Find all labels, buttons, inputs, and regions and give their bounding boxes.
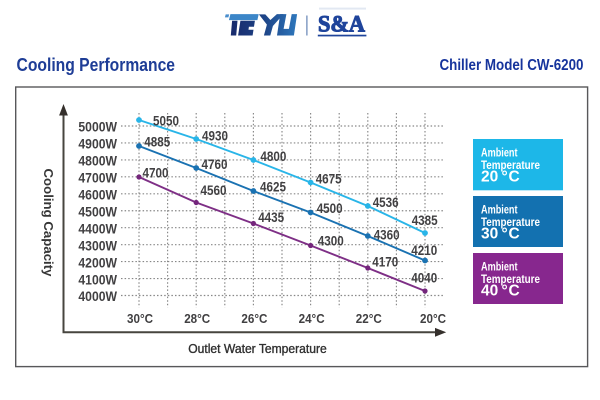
svg-text:4210: 4210 bbox=[411, 243, 437, 258]
svg-text:Temperature: Temperature bbox=[481, 272, 540, 286]
svg-text:Cooling Performance: Cooling Performance bbox=[17, 55, 176, 75]
svg-text:4300: 4300 bbox=[318, 234, 344, 249]
svg-text:4700: 4700 bbox=[143, 165, 169, 180]
svg-text:22°C: 22°C bbox=[356, 311, 383, 326]
svg-text:Ambient: Ambient bbox=[481, 260, 518, 274]
svg-text:20°C: 20°C bbox=[420, 311, 447, 326]
svg-text:Ambient: Ambient bbox=[481, 203, 518, 217]
svg-text:Temperature: Temperature bbox=[481, 158, 540, 172]
svg-text:Ambient: Ambient bbox=[481, 146, 518, 160]
svg-text:Temperature: Temperature bbox=[481, 215, 540, 229]
svg-text:4500: 4500 bbox=[317, 201, 343, 216]
svg-text:4400W: 4400W bbox=[78, 221, 117, 236]
svg-text:4536: 4536 bbox=[373, 195, 399, 210]
svg-text:5000W: 5000W bbox=[78, 120, 117, 135]
svg-text:4100W: 4100W bbox=[78, 272, 117, 287]
svg-text:4435: 4435 bbox=[258, 210, 284, 225]
svg-text:5050: 5050 bbox=[153, 114, 179, 129]
svg-text:4170: 4170 bbox=[372, 255, 398, 270]
svg-text:Cooling Capacity: Cooling Capacity bbox=[41, 169, 56, 278]
svg-text:24°C: 24°C bbox=[299, 311, 326, 326]
svg-text:4625: 4625 bbox=[260, 180, 286, 195]
svg-text:Outlet Water Temperature: Outlet Water Temperature bbox=[188, 342, 327, 356]
svg-text:4800W: 4800W bbox=[78, 154, 117, 169]
svg-text:4200W: 4200W bbox=[78, 255, 117, 270]
svg-text:4560: 4560 bbox=[201, 183, 227, 198]
svg-text:4385: 4385 bbox=[412, 213, 438, 228]
svg-text:30°C: 30°C bbox=[127, 311, 154, 326]
svg-text:4500W: 4500W bbox=[78, 204, 117, 219]
svg-text:4885: 4885 bbox=[144, 134, 170, 149]
svg-text:4800: 4800 bbox=[260, 149, 286, 164]
svg-text:26°C: 26°C bbox=[241, 311, 268, 326]
svg-text:4600W: 4600W bbox=[78, 188, 117, 203]
svg-text:4360: 4360 bbox=[374, 227, 400, 242]
svg-text:4700W: 4700W bbox=[78, 171, 117, 186]
svg-text:28°C: 28°C bbox=[184, 311, 211, 326]
svg-text:4675: 4675 bbox=[316, 171, 342, 186]
svg-text:4040: 4040 bbox=[411, 271, 437, 286]
svg-text:4760: 4760 bbox=[202, 157, 228, 172]
svg-text:S&A: S&A bbox=[318, 12, 365, 37]
svg-text:4900W: 4900W bbox=[78, 137, 117, 152]
svg-text:4930: 4930 bbox=[202, 129, 228, 144]
svg-text:4300W: 4300W bbox=[78, 238, 117, 253]
svg-text:Chiller Model CW-6200: Chiller Model CW-6200 bbox=[440, 57, 584, 74]
svg-text:4000W: 4000W bbox=[78, 289, 117, 304]
